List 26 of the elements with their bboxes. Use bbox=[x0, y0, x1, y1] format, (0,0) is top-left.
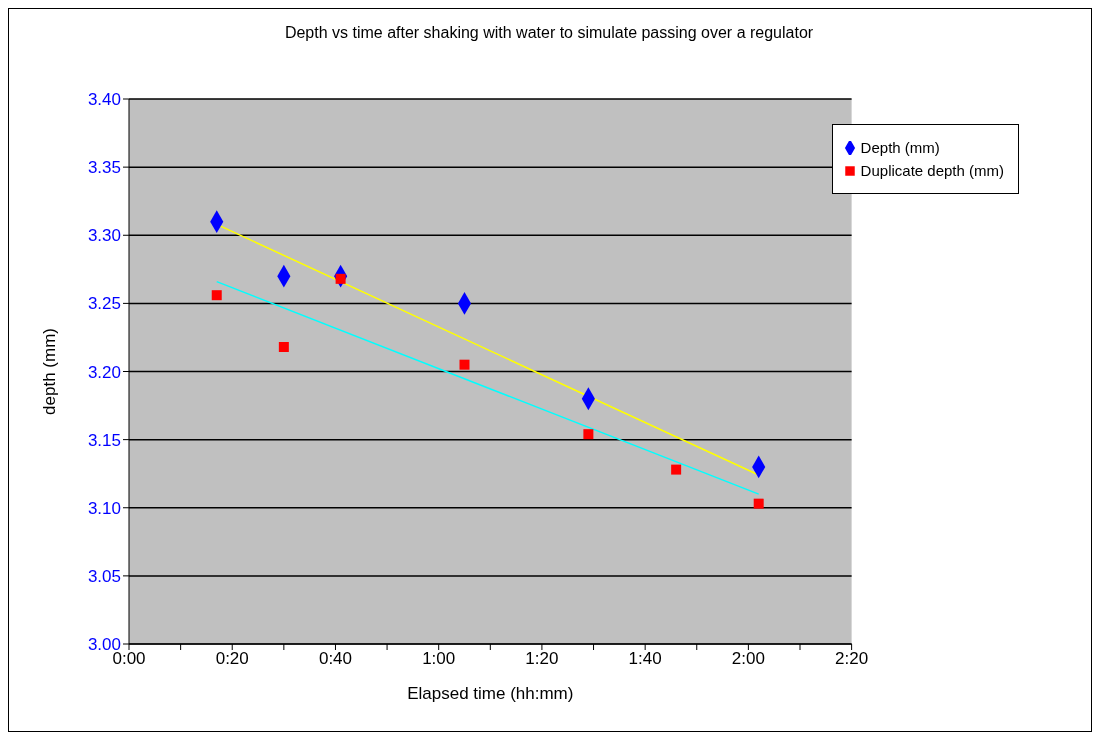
y-tick-label: 3.10 bbox=[87, 498, 121, 518]
y-tick-label: 3.15 bbox=[87, 430, 121, 450]
y-tick-label: 3.30 bbox=[87, 226, 121, 246]
point bbox=[211, 290, 222, 301]
y-tick-label: 3.25 bbox=[87, 294, 121, 314]
x-axis-title: Elapsed time (hh:mm) bbox=[407, 684, 574, 703]
x-tick-label: 2:00 bbox=[731, 649, 765, 669]
chart-title: Depth vs time after shaking with water to simulate passing over a regulator bbox=[283, 23, 815, 43]
point bbox=[753, 498, 764, 509]
y-tick-label: 3.35 bbox=[87, 158, 121, 178]
x-tick-label: 1:00 bbox=[422, 649, 456, 669]
x-tick-label: 2:20 bbox=[835, 649, 869, 669]
point bbox=[459, 359, 470, 370]
point bbox=[278, 341, 289, 352]
x-tick-label: 1:20 bbox=[525, 649, 559, 669]
x-tick-label: 0:40 bbox=[318, 649, 353, 669]
legend-label: Duplicate depth (mm) bbox=[860, 162, 1004, 179]
y-tick-label: 3.20 bbox=[87, 362, 121, 382]
legend-label: Depth (mm) bbox=[860, 139, 940, 156]
y-tick-label: 3.40 bbox=[87, 90, 121, 110]
point bbox=[671, 464, 682, 475]
y-tick-label: 3.05 bbox=[87, 566, 121, 586]
point bbox=[583, 429, 594, 440]
x-tick-label: 0:20 bbox=[215, 649, 249, 669]
x-tick-label: 1:40 bbox=[628, 649, 662, 669]
y-axis-title: depth (mm) bbox=[40, 328, 60, 415]
